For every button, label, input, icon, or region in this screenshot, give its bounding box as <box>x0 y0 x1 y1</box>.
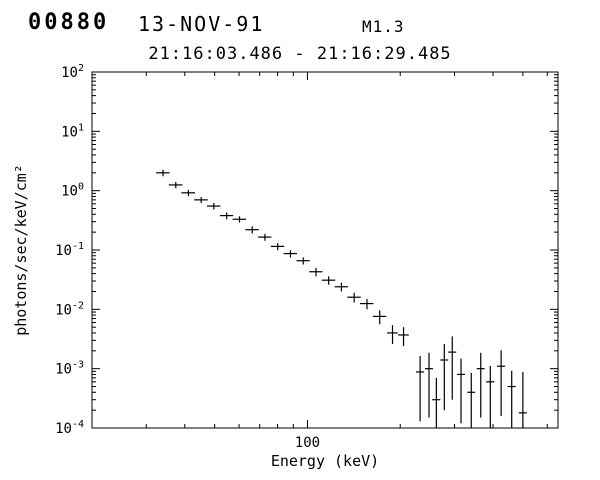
svg-text:10-4: 10-4 <box>55 419 84 437</box>
svg-text:10-1: 10-1 <box>55 241 84 259</box>
svg-text:100: 100 <box>295 435 320 451</box>
svg-text:102: 102 <box>61 63 84 81</box>
svg-text:100: 100 <box>61 182 84 200</box>
flare-date: 13-NOV-91 <box>138 12 265 36</box>
x-axis-label: Energy (keV) <box>270 452 380 470</box>
svg-text:101: 101 <box>61 122 84 140</box>
y-axis-label: photons/sec/keV/cm² <box>12 164 30 336</box>
flare-id: 00880 <box>28 10 110 35</box>
svg-text:10-3: 10-3 <box>55 360 84 378</box>
svg-text:10-2: 10-2 <box>55 300 84 318</box>
goes-class: M1.3 <box>362 17 405 36</box>
time-range: 21:16:03.486 - 21:16:29.485 <box>148 44 452 64</box>
